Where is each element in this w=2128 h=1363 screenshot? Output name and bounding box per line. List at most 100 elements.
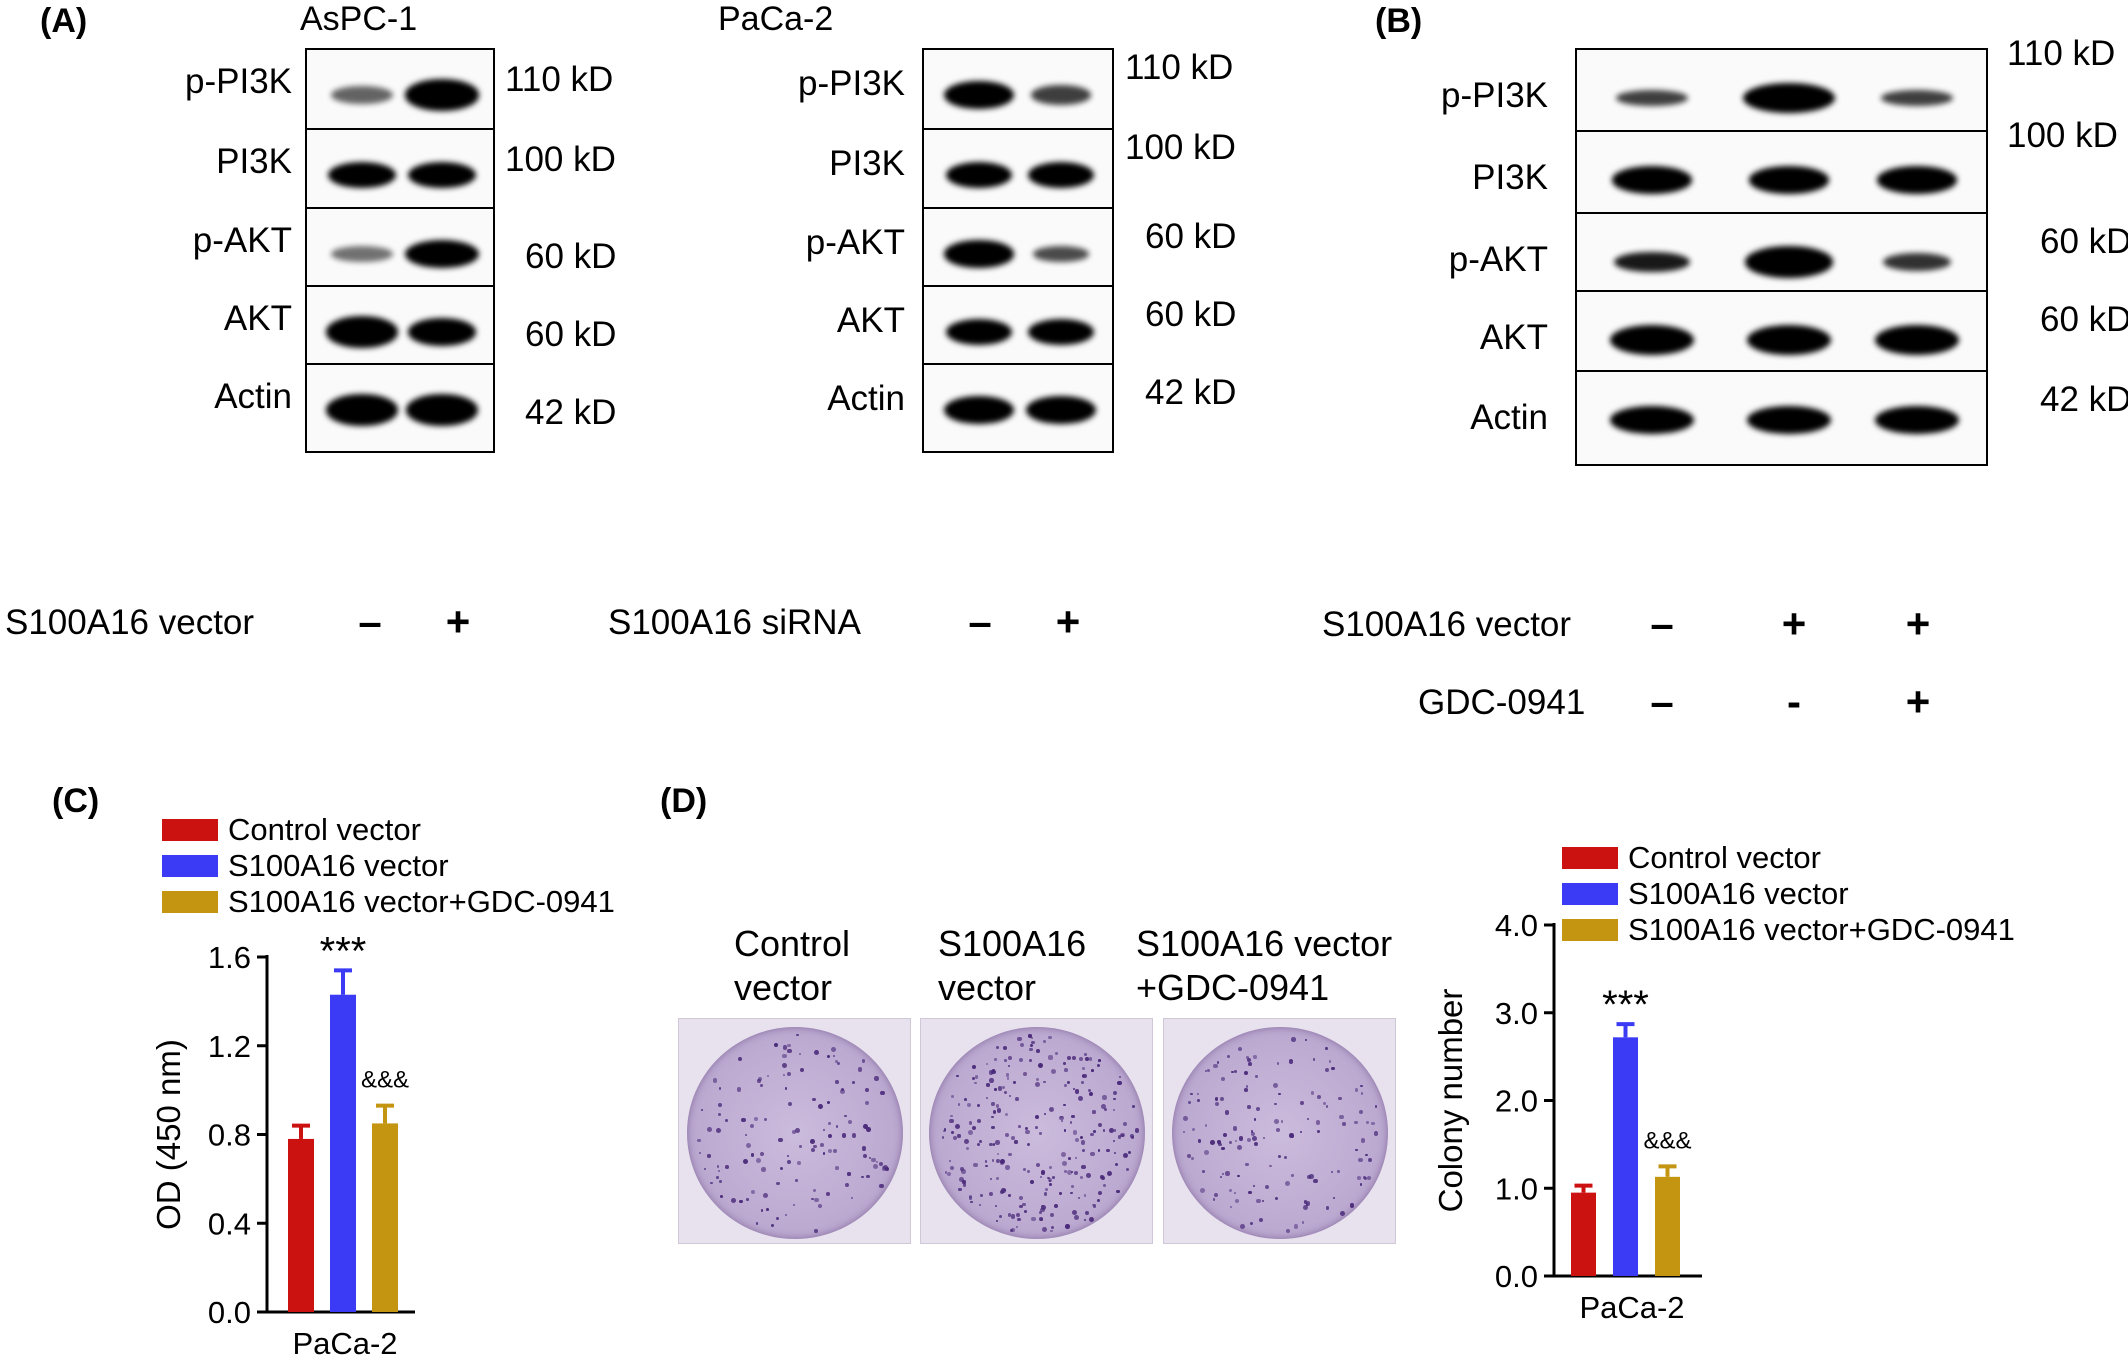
panel-b-mw-label: 100 kD	[2007, 116, 2118, 155]
colony-dot	[1090, 1132, 1094, 1137]
colony-dot	[1019, 1057, 1024, 1062]
colony-dot	[977, 1103, 981, 1107]
aspc1-band	[331, 246, 393, 262]
colony-dot	[832, 1055, 835, 1058]
colony-dot	[1182, 1116, 1188, 1121]
colony-dot	[1339, 1114, 1344, 1119]
colony-dot	[1123, 1153, 1128, 1159]
aspc1-sign-2: +	[445, 598, 471, 645]
panel-b-mw-label: 42 kD	[2040, 380, 2128, 419]
colony-dot	[1070, 1114, 1075, 1119]
colony-dot	[949, 1118, 954, 1124]
colony-dot	[1316, 1129, 1320, 1133]
colony-dot	[1280, 1119, 1284, 1123]
colony-dot	[738, 1057, 743, 1062]
colony-dot	[1039, 1175, 1042, 1179]
colony-dot	[1305, 1200, 1311, 1206]
colony-dot	[1071, 1209, 1077, 1215]
colony-dot	[946, 1172, 951, 1177]
paca2-mw-label: 60 kD	[1145, 295, 1237, 334]
colony-dot	[881, 1166, 887, 1171]
colony-dot	[873, 1164, 879, 1169]
colony-dot	[1246, 1055, 1249, 1059]
colony-dot	[1276, 1062, 1280, 1065]
colony-dot	[759, 1083, 764, 1087]
colony-dot	[1374, 1105, 1378, 1108]
colony-dot	[1328, 1060, 1332, 1064]
paca2-band	[944, 395, 1014, 425]
colony-dot	[1039, 1207, 1045, 1213]
colony-dot	[885, 1166, 890, 1171]
colony-dot	[1312, 1058, 1316, 1062]
colony-dot	[796, 1161, 801, 1165]
colony-dot	[812, 1097, 816, 1102]
colony-dot	[958, 1176, 964, 1182]
colony-dot	[1218, 1142, 1222, 1147]
aspc1-row-label: p-AKT	[192, 221, 292, 260]
colony-dot	[1048, 1035, 1052, 1040]
colony-dot	[1029, 1043, 1033, 1047]
colony-dot	[1204, 1123, 1208, 1127]
colony-dot	[1293, 1224, 1298, 1229]
colony-dot	[760, 1209, 764, 1212]
colony-dot	[865, 1127, 871, 1133]
colony-dot	[844, 1114, 847, 1118]
y-axis-label: Colony number	[1432, 989, 1469, 1213]
colony-dot	[1355, 1148, 1358, 1152]
colony-dot	[1358, 1158, 1363, 1163]
colony-dot	[1086, 1173, 1092, 1179]
colony-dot	[1115, 1162, 1119, 1167]
panel-b-blot-p-pi3k	[1575, 48, 1988, 144]
colony-dot	[863, 1124, 869, 1129]
colony-dot	[1247, 1105, 1251, 1109]
colony-dot	[1035, 1126, 1039, 1130]
colony-dot	[1299, 1101, 1304, 1106]
colony-dot	[1274, 1102, 1277, 1106]
colony-dot	[879, 1183, 884, 1189]
colony-dot	[814, 1229, 818, 1233]
colony-dot	[1304, 1200, 1308, 1204]
colony-dot	[1093, 1130, 1097, 1134]
colony-dot	[957, 1103, 961, 1106]
colony-dot	[1106, 1148, 1110, 1153]
colony-dot	[841, 1132, 847, 1138]
colony-dot	[1214, 1097, 1218, 1101]
colony-dot	[1272, 1083, 1278, 1088]
colony-dot	[1043, 1112, 1046, 1116]
colony-dot	[1264, 1184, 1270, 1190]
colony-dot	[949, 1114, 953, 1118]
colony-dot	[1331, 1171, 1334, 1174]
colony-dot	[866, 1175, 870, 1179]
colony-dot	[992, 1143, 996, 1146]
colony-dot	[992, 1110, 997, 1114]
colony-dot	[719, 1194, 723, 1198]
colony-dot	[1067, 1170, 1073, 1176]
b-condition-2-label: GDC-0941	[1418, 683, 1586, 722]
aspc1-row-label: Actin	[214, 377, 292, 416]
paca2-row-label: PI3K	[829, 144, 905, 183]
colony-dot	[991, 1115, 994, 1119]
colony-dot	[1113, 1097, 1116, 1101]
colony-dot	[995, 1176, 1000, 1181]
well-title-3: S100A16 vector +GDC-0941	[1136, 923, 1393, 1008]
colony-dot	[812, 1144, 817, 1149]
paca2-mw-label: 42 kD	[1145, 373, 1237, 412]
panel-b-mw-label: 110 kD	[2007, 34, 2116, 73]
colony-dot	[995, 1219, 998, 1222]
colony-dot	[1204, 1069, 1207, 1073]
colony-dot	[750, 1153, 754, 1157]
panel-b-band	[1747, 325, 1831, 355]
colony-dot	[1003, 1189, 1007, 1192]
colony-dot	[1213, 1063, 1218, 1069]
colony-dot	[1102, 1129, 1105, 1132]
paca2-mw-label: 110 kD	[1125, 48, 1234, 87]
colony-dot	[1217, 1061, 1220, 1064]
colony-dot	[968, 1194, 973, 1198]
colony-dot	[1232, 1126, 1238, 1131]
colony-dot	[1082, 1074, 1085, 1077]
colony-dot	[751, 1189, 756, 1194]
colony-dot	[1059, 1115, 1064, 1120]
colony-dot	[730, 1197, 736, 1203]
colony-dot	[1023, 1209, 1027, 1213]
colony-dot	[1008, 1094, 1012, 1097]
